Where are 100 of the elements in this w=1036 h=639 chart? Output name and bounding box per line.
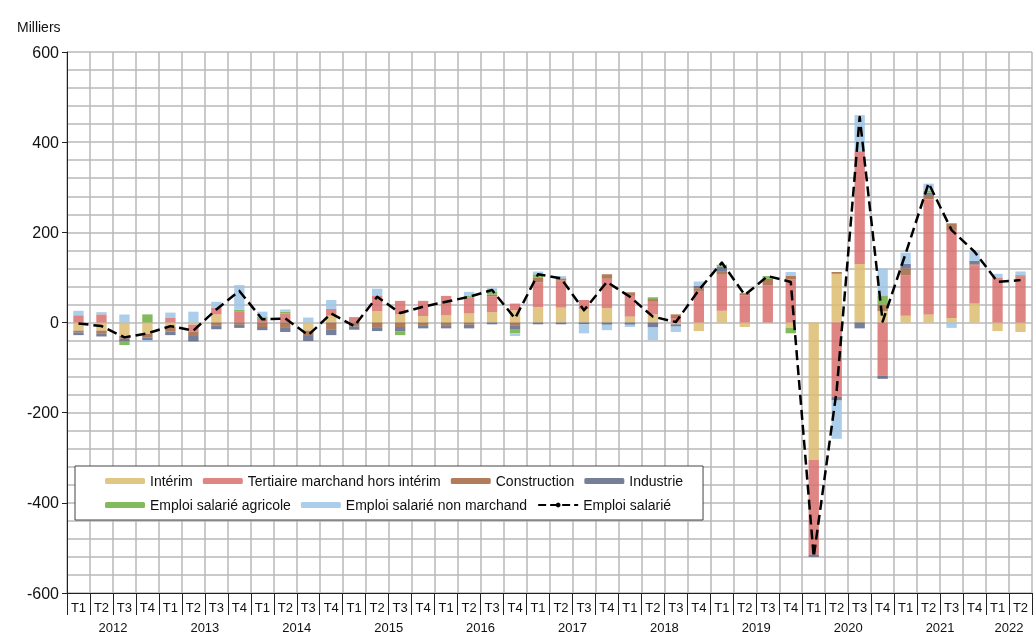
- y-tick-label: -400: [26, 494, 60, 512]
- x-tick-label: T4: [966, 600, 983, 615]
- x-tick-label: T2: [93, 600, 110, 615]
- text: 2013: [190, 620, 220, 635]
- x-tick-label: T1: [714, 600, 730, 615]
- x-tick-label: T1: [254, 600, 270, 615]
- bar: [394, 314, 406, 323]
- bar: [647, 327, 659, 341]
- bar: [739, 295, 750, 323]
- bar: [234, 311, 245, 323]
- x-tick-label: T3: [208, 600, 224, 615]
- bar: [188, 336, 199, 342]
- x-tick-label: T2: [185, 600, 201, 615]
- bar: [142, 314, 153, 323]
- x-tick-label: T4: [231, 600, 247, 615]
- text: 2015: [374, 620, 404, 635]
- bar: [854, 151, 865, 264]
- bar: [463, 297, 475, 314]
- bar: [372, 327, 383, 332]
- legend-label: Emploi salarié: [583, 497, 672, 513]
- bar: [257, 327, 268, 331]
- bar: [923, 199, 934, 315]
- x-tick-label: T1: [622, 600, 638, 615]
- x-tick-label: T4: [875, 600, 891, 615]
- x-tick-label: T3: [760, 600, 776, 615]
- bar: [992, 277, 1003, 323]
- bar: [349, 326, 360, 330]
- bar: [785, 272, 796, 276]
- x-tick-label: T2: [737, 600, 753, 615]
- text: 2012: [98, 620, 128, 635]
- bar: [900, 275, 911, 316]
- bar: [119, 322, 130, 337]
- x-tick-label: T2: [1012, 600, 1029, 615]
- legend-label: Construction: [495, 473, 575, 489]
- bar: [440, 315, 452, 323]
- bar: [280, 327, 291, 332]
- bar: [716, 310, 727, 323]
- y-tick-label: 0: [50, 314, 60, 331]
- legend-label: Emploi salarié non marchand: [345, 497, 528, 513]
- bar: [211, 314, 222, 323]
- bar: [900, 315, 911, 323]
- x-tick-label: T3: [668, 600, 684, 615]
- bar: [923, 314, 934, 323]
- x-tick-label: T4: [323, 600, 339, 615]
- bar: [946, 322, 957, 328]
- bar: [923, 194, 934, 200]
- bar: [555, 280, 567, 308]
- bar: [372, 311, 383, 323]
- y-tick-label: 600: [32, 43, 60, 61]
- bar: [624, 316, 636, 323]
- bar: [188, 331, 199, 337]
- bar: [946, 317, 957, 323]
- x-tick-label: T4: [783, 600, 799, 615]
- x-tick-label: T1: [898, 600, 914, 615]
- bar: [716, 271, 727, 275]
- bar: [877, 322, 888, 376]
- bar: [946, 230, 957, 318]
- bar: [716, 274, 727, 311]
- x-tick-label: T1: [989, 600, 1006, 615]
- bar: [1015, 276, 1026, 323]
- bar: [532, 282, 544, 308]
- bar: [326, 299, 337, 309]
- bar: [96, 314, 107, 323]
- text: 2020: [833, 620, 863, 635]
- bar: [303, 322, 314, 331]
- y-axis-title: Milliers: [17, 19, 61, 35]
- x-tick-label: T3: [852, 600, 868, 615]
- bar: [969, 265, 980, 304]
- x-tick-label: T4: [599, 600, 615, 615]
- legend-label: Tertiaire marchand hors intérim: [247, 473, 441, 489]
- x-tick-label: T4: [139, 600, 155, 615]
- bar: [900, 268, 911, 276]
- x-tick-label: T1: [162, 600, 178, 615]
- bar: [119, 341, 130, 346]
- x-tick-label: T3: [944, 600, 960, 615]
- x-tick-label: T4: [507, 600, 523, 615]
- bar: [693, 322, 705, 332]
- bar: [211, 322, 222, 326]
- bar: [188, 311, 199, 323]
- bar: [555, 307, 567, 323]
- y-tick-label: 400: [32, 133, 60, 151]
- bar: [509, 325, 521, 330]
- x-tick-label: T3: [576, 600, 592, 615]
- bar: [992, 322, 1003, 332]
- legend-label: Intérim: [150, 473, 193, 489]
- bar: [624, 295, 636, 317]
- x-tick-label: T2: [921, 600, 937, 615]
- x-tick-label: T2: [461, 600, 477, 615]
- bar: [578, 324, 590, 334]
- text: 2022: [994, 620, 1024, 635]
- bar: [188, 322, 199, 325]
- bar: [808, 322, 819, 460]
- bar: [831, 273, 842, 323]
- bar: [486, 296, 498, 313]
- y-tick-label: -600: [26, 584, 60, 602]
- x-tick-label: T3: [300, 600, 316, 615]
- text: 2016: [466, 620, 496, 635]
- bar: [463, 313, 475, 323]
- bar: [693, 290, 705, 323]
- text: 2014: [282, 620, 312, 635]
